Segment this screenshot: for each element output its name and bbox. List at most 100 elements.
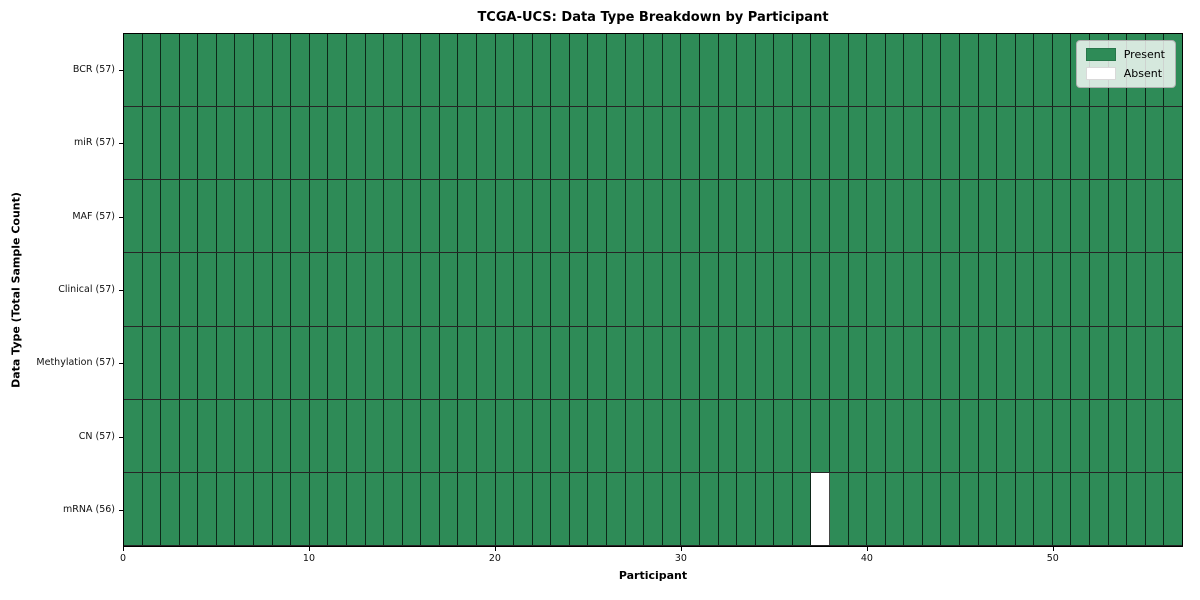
heatmap-cell xyxy=(978,180,998,253)
heatmap-cell xyxy=(941,34,961,107)
heatmap-cell xyxy=(1034,253,1053,326)
heatmap-cell xyxy=(941,253,961,326)
heatmap-cell xyxy=(607,34,626,107)
heatmap-cell xyxy=(1108,326,1128,399)
heatmap-cell xyxy=(365,107,385,180)
x-axis-tick-label: 50 xyxy=(1046,553,1059,564)
heatmap-cell xyxy=(179,107,199,180)
y-axis-tick-mark xyxy=(119,216,123,218)
heatmap-cell xyxy=(681,34,700,107)
heatmap-cell xyxy=(142,399,162,472)
heatmap-cell xyxy=(1090,253,1109,326)
heatmap-cell xyxy=(1127,180,1146,253)
heatmap-cell xyxy=(514,107,533,180)
heatmap-cell xyxy=(737,180,756,253)
heatmap-cell xyxy=(532,399,552,472)
heatmap-cell xyxy=(142,180,162,253)
heatmap-cell xyxy=(216,34,236,107)
heatmap-cell xyxy=(1034,180,1053,253)
heatmap-cell xyxy=(142,107,162,180)
heatmap-cell xyxy=(625,107,645,180)
heatmap-cell xyxy=(1090,107,1109,180)
heatmap-cell xyxy=(142,472,162,545)
heatmap-cell xyxy=(476,253,496,326)
heatmap-cell xyxy=(737,472,756,545)
heatmap-cell xyxy=(179,34,199,107)
heatmap-cell xyxy=(941,399,961,472)
heatmap-cell xyxy=(755,326,775,399)
heatmap-cell xyxy=(774,107,793,180)
heatmap-cell xyxy=(978,107,998,180)
heatmap-cell xyxy=(607,180,626,253)
heatmap-cell xyxy=(644,180,663,253)
heatmap-cell xyxy=(365,180,385,253)
heatmap-cell xyxy=(997,472,1016,545)
heatmap-cell xyxy=(644,326,663,399)
heatmap-cell xyxy=(1015,472,1035,545)
heatmap-cell xyxy=(272,253,292,326)
heatmap-cell xyxy=(1071,253,1091,326)
heatmap-cell xyxy=(1108,399,1128,472)
heatmap-cell xyxy=(960,399,979,472)
heatmap-cell xyxy=(1052,472,1072,545)
plot-area: Present Absent xyxy=(123,33,1183,547)
heatmap-cell xyxy=(346,253,366,326)
heatmap-cell xyxy=(1071,326,1091,399)
heatmap-cell xyxy=(885,326,905,399)
heatmap-cell xyxy=(495,107,515,180)
heatmap-cell xyxy=(569,399,589,472)
heatmap-cell xyxy=(737,399,756,472)
heatmap-cell xyxy=(1164,326,1182,399)
heatmap-cell xyxy=(272,472,292,545)
heatmap-cell xyxy=(941,180,961,253)
heatmap-cell xyxy=(235,107,255,180)
heatmap-cell xyxy=(625,326,645,399)
heatmap-cell xyxy=(1090,180,1109,253)
heatmap-cell xyxy=(1145,472,1165,545)
heatmap-cell xyxy=(476,107,496,180)
heatmap-cell xyxy=(625,399,645,472)
heatmap-cell xyxy=(179,180,199,253)
heatmap-cell xyxy=(904,34,923,107)
heatmap-cell xyxy=(346,326,366,399)
heatmap-cell xyxy=(161,253,180,326)
heatmap-cell xyxy=(216,180,236,253)
heatmap-cell xyxy=(1127,472,1146,545)
heatmap-cell xyxy=(718,34,738,107)
heatmap-cell xyxy=(1034,399,1053,472)
heatmap-cell xyxy=(867,253,886,326)
heatmap-cell xyxy=(867,107,886,180)
heatmap-cell xyxy=(904,326,923,399)
heatmap-cell xyxy=(811,180,830,253)
heatmap-cell xyxy=(346,180,366,253)
heatmap-cell xyxy=(978,326,998,399)
heatmap-cell xyxy=(1145,326,1165,399)
heatmap-cell xyxy=(346,472,366,545)
heatmap-cell xyxy=(644,253,663,326)
heatmap-cell xyxy=(997,253,1016,326)
heatmap-cell xyxy=(607,472,626,545)
heatmap-cell xyxy=(755,253,775,326)
heatmap-cell xyxy=(1108,107,1128,180)
heatmap-cell xyxy=(179,472,199,545)
heatmap-cell xyxy=(439,180,459,253)
heatmap-cell xyxy=(699,180,719,253)
heatmap-cell xyxy=(922,107,942,180)
heatmap-cell xyxy=(811,472,830,545)
heatmap-cell xyxy=(124,180,143,253)
heatmap-cell xyxy=(272,34,292,107)
heatmap-cell xyxy=(1145,399,1165,472)
heatmap-cell xyxy=(439,107,459,180)
heatmap-cell xyxy=(755,180,775,253)
heatmap-cell xyxy=(662,34,682,107)
heatmap-cell xyxy=(254,253,273,326)
heatmap-cell xyxy=(272,180,292,253)
heatmap-cell xyxy=(662,399,682,472)
x-axis-label: Participant xyxy=(618,569,688,582)
heatmap-cell xyxy=(235,253,255,326)
heatmap-cell xyxy=(1090,399,1109,472)
heatmap-cell xyxy=(272,326,292,399)
heatmap-cell xyxy=(402,399,422,472)
heatmap-cell xyxy=(699,107,719,180)
heatmap-cell xyxy=(941,472,961,545)
